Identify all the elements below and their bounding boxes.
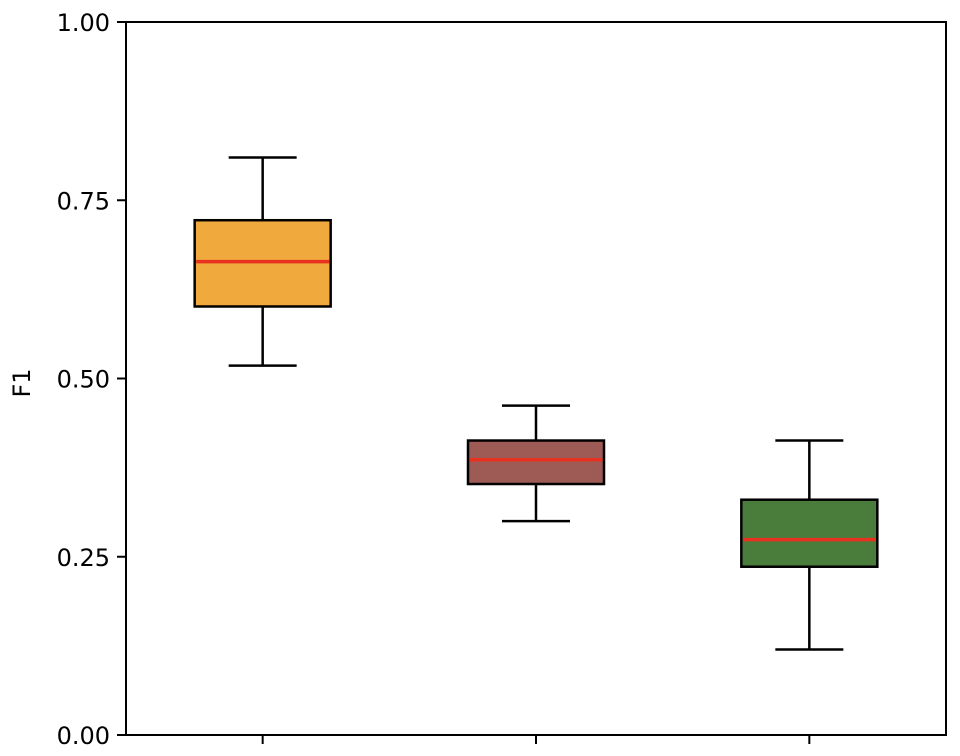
- y-tick-label: 0.00: [57, 722, 110, 750]
- y-tick-label: 0.75: [57, 187, 110, 215]
- y-tick-label: 1.00: [57, 9, 110, 37]
- y-axis: 0.00 0.25 0.50 0.75 1.00: [57, 9, 126, 750]
- plot-area: [126, 22, 946, 735]
- box-group: [740, 439, 879, 651]
- box-group: [193, 156, 332, 367]
- iqr-box: [193, 218, 332, 308]
- box-group: [466, 404, 606, 523]
- iqr-box: [740, 498, 879, 568]
- y-tick-label: 0.25: [57, 544, 110, 572]
- y-tick-label: 0.50: [57, 366, 110, 394]
- y-axis-label: F1: [8, 368, 36, 397]
- iqr-box: [466, 439, 606, 486]
- boxes-layer: [193, 156, 879, 651]
- x-axis: [261, 735, 811, 744]
